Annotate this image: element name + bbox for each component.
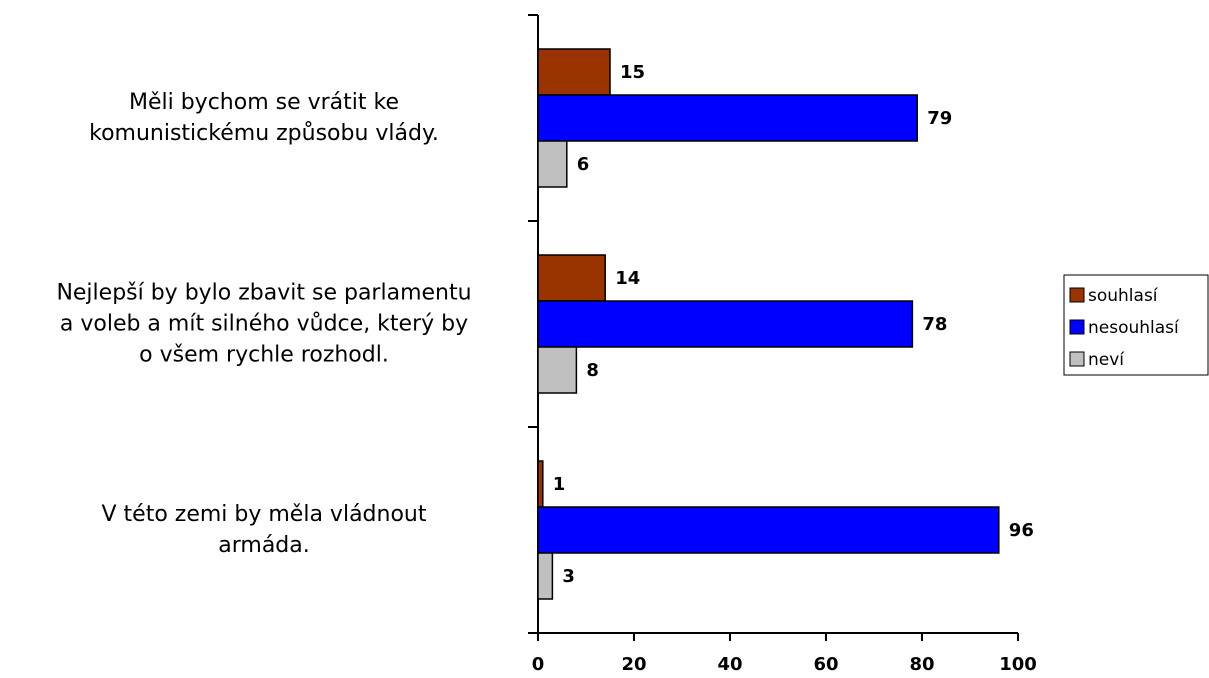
value-label: 3 — [562, 566, 575, 587]
legend-label: nesouhlasí — [1088, 318, 1180, 338]
value-label: 79 — [927, 108, 952, 129]
value-label: 6 — [577, 154, 590, 175]
x-tick-label: 60 — [813, 654, 838, 675]
value-label: 96 — [1009, 520, 1034, 541]
bar — [537, 254, 606, 302]
bar — [537, 506, 1000, 554]
legend-swatch — [1069, 287, 1085, 303]
value-label: 1 — [553, 474, 566, 495]
legend-swatch — [1069, 319, 1085, 335]
x-tick-label: 20 — [621, 654, 646, 675]
bar — [537, 300, 914, 348]
legend-swatch — [1069, 351, 1085, 367]
x-tick-label: 80 — [909, 654, 934, 675]
x-tick-label: 0 — [532, 654, 545, 675]
x-tick-label: 40 — [717, 654, 742, 675]
value-label: 15 — [620, 62, 645, 83]
x-tick-label: 100 — [999, 654, 1037, 675]
bar — [537, 48, 611, 96]
category-label: Nejlepší by bylo zbavit se parlamentu a … — [56, 280, 472, 368]
value-label: 14 — [615, 268, 640, 289]
bar — [537, 140, 568, 188]
bar — [537, 346, 578, 394]
legend-box — [1063, 274, 1209, 376]
bar — [537, 552, 554, 600]
category-label: V této zemi by měla vládnout armáda. — [101, 502, 427, 558]
category-label: Měli bychom se vrátit ke komunistickému … — [89, 90, 439, 146]
value-label: 78 — [922, 314, 947, 335]
legend-label: neví — [1088, 350, 1125, 370]
bar — [537, 94, 918, 142]
legend-label: souhlasí — [1088, 286, 1159, 306]
value-label: 8 — [586, 360, 599, 381]
bar — [537, 460, 544, 508]
